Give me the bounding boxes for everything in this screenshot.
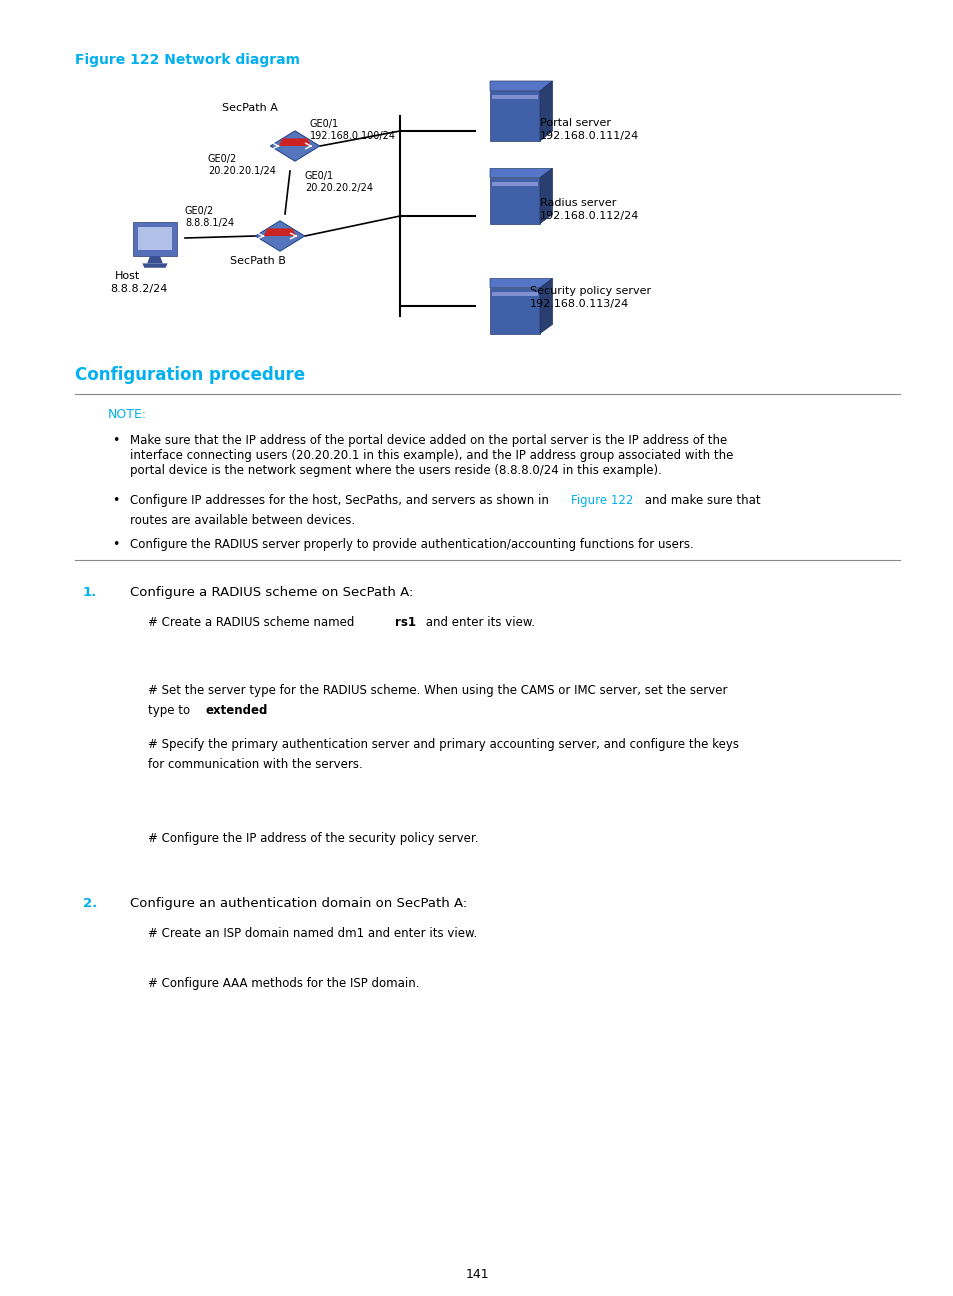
- Polygon shape: [147, 257, 163, 263]
- Text: 20.20.20.2/24: 20.20.20.2/24: [305, 183, 373, 193]
- Text: Host: Host: [115, 271, 140, 281]
- Text: # Create a RADIUS scheme named: # Create a RADIUS scheme named: [148, 616, 357, 629]
- Text: 141: 141: [465, 1267, 488, 1280]
- Text: Make sure that the IP address of the portal device added on the portal server is: Make sure that the IP address of the por…: [130, 434, 733, 477]
- Text: NOTE:: NOTE:: [108, 408, 147, 421]
- Text: SecPath A: SecPath A: [222, 102, 277, 113]
- Polygon shape: [132, 223, 177, 257]
- Text: # Configure AAA methods for the ISP domain.: # Configure AAA methods for the ISP doma…: [148, 977, 419, 990]
- Polygon shape: [490, 168, 552, 178]
- Text: Figure 122: Figure 122: [571, 494, 633, 507]
- Text: Configure a RADIUS scheme on SecPath A:: Configure a RADIUS scheme on SecPath A:: [130, 586, 413, 599]
- Polygon shape: [137, 227, 172, 250]
- Text: Configure the RADIUS server properly to provide authentication/accounting functi: Configure the RADIUS server properly to …: [130, 538, 693, 551]
- Text: # Set the server type for the RADIUS scheme. When using the CAMS or IMC server, : # Set the server type for the RADIUS sch…: [148, 684, 727, 697]
- Text: GE0/2: GE0/2: [185, 206, 214, 216]
- Text: 192.168.0.112/24: 192.168.0.112/24: [539, 211, 639, 222]
- Polygon shape: [490, 178, 539, 223]
- Text: Radius server: Radius server: [539, 198, 616, 207]
- Text: GE0/1: GE0/1: [310, 119, 338, 130]
- Text: Portal server: Portal server: [539, 118, 610, 128]
- Text: Configuration procedure: Configuration procedure: [75, 365, 305, 384]
- Polygon shape: [490, 80, 552, 91]
- Text: 1.: 1.: [83, 586, 97, 599]
- Text: Security policy server: Security policy server: [530, 286, 651, 295]
- Polygon shape: [142, 263, 168, 268]
- Text: 192.168.0.111/24: 192.168.0.111/24: [539, 131, 639, 141]
- Text: •: •: [112, 494, 119, 507]
- Text: Configure IP addresses for the host, SecPaths, and servers as shown in: Configure IP addresses for the host, Sec…: [130, 494, 552, 507]
- Polygon shape: [539, 80, 552, 141]
- Polygon shape: [490, 279, 552, 288]
- Text: # Specify the primary authentication server and primary accounting server, and c: # Specify the primary authentication ser…: [148, 737, 739, 750]
- Text: extended: extended: [206, 704, 268, 717]
- Polygon shape: [278, 139, 311, 146]
- Text: GE0/2: GE0/2: [208, 154, 237, 165]
- Text: •: •: [112, 434, 119, 447]
- Text: SecPath B: SecPath B: [230, 257, 286, 266]
- Text: # Configure the IP address of the security policy server.: # Configure the IP address of the securi…: [148, 832, 478, 845]
- Text: •: •: [112, 538, 119, 551]
- Text: 192.168.0.113/24: 192.168.0.113/24: [530, 299, 629, 308]
- Polygon shape: [492, 95, 537, 98]
- Polygon shape: [492, 292, 537, 295]
- Text: 2.: 2.: [83, 897, 97, 910]
- Text: rs1: rs1: [395, 616, 416, 629]
- Polygon shape: [490, 91, 539, 141]
- Text: 192.168.0.100/24: 192.168.0.100/24: [310, 131, 395, 141]
- Polygon shape: [539, 279, 552, 333]
- Text: for communication with the servers.: for communication with the servers.: [148, 758, 362, 771]
- Text: # Create an ISP domain named dm1 and enter its view.: # Create an ISP domain named dm1 and ent…: [148, 927, 476, 940]
- Text: 8.8.8.1/24: 8.8.8.1/24: [185, 218, 233, 228]
- Polygon shape: [263, 228, 296, 236]
- Polygon shape: [492, 181, 537, 185]
- Text: 8.8.8.2/24: 8.8.8.2/24: [110, 284, 167, 294]
- Text: and enter its view.: and enter its view.: [421, 616, 535, 629]
- Text: GE0/1: GE0/1: [305, 171, 334, 181]
- Text: and make sure that: and make sure that: [640, 494, 760, 507]
- Text: Figure 122 Network diagram: Figure 122 Network diagram: [75, 53, 299, 67]
- Polygon shape: [255, 220, 304, 251]
- Text: type to: type to: [148, 704, 193, 717]
- Text: 20.20.20.1/24: 20.20.20.1/24: [208, 166, 275, 176]
- Polygon shape: [270, 131, 319, 161]
- Text: .: .: [262, 704, 266, 717]
- Polygon shape: [490, 288, 539, 333]
- Text: routes are available between devices.: routes are available between devices.: [130, 515, 355, 527]
- Polygon shape: [539, 168, 552, 223]
- Text: Configure an authentication domain on SecPath A:: Configure an authentication domain on Se…: [130, 897, 467, 910]
